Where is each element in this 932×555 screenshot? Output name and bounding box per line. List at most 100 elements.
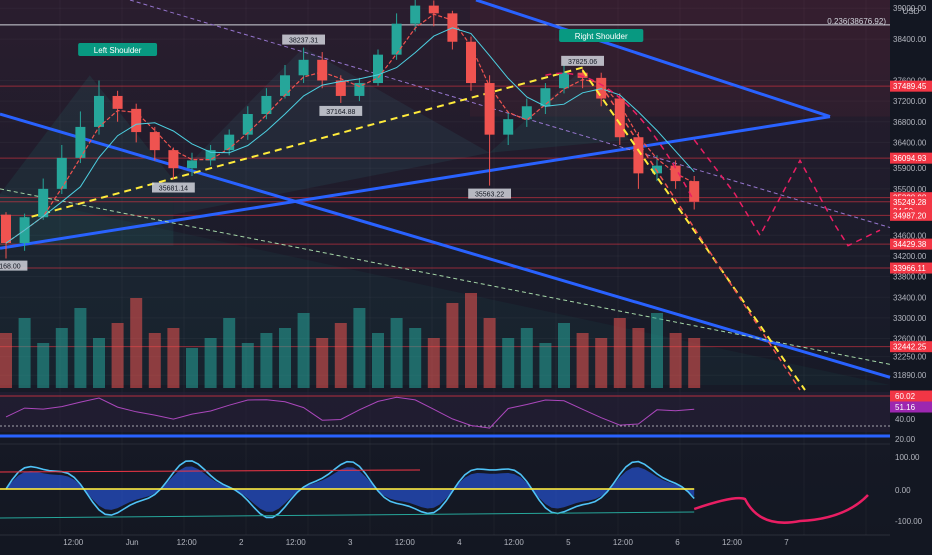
price-scale[interactable]: 39000.0038400.0037600.0037200.0036800.00… xyxy=(890,4,932,526)
yellow-projection-line xyxy=(581,69,806,391)
descending-support-line xyxy=(0,112,891,379)
candle-body xyxy=(280,75,290,96)
candle-body xyxy=(38,188,49,218)
volume-bar xyxy=(74,308,87,388)
candle-body xyxy=(317,59,328,81)
price-tick: 31890.00 xyxy=(893,371,927,380)
pink-top-projection xyxy=(545,72,695,203)
price-tag: 33966.11 xyxy=(893,264,926,273)
swing-label-box xyxy=(319,105,363,116)
time-tick: 12:00 xyxy=(504,538,525,547)
time-tick: 12:00 xyxy=(395,538,416,547)
price-tag-box xyxy=(890,80,932,92)
candle-body xyxy=(410,5,421,24)
price-tick: 36400.00 xyxy=(893,138,927,147)
volume-bar xyxy=(576,333,589,388)
left-shoulder-label: Left Shoulder xyxy=(94,46,142,55)
candle-body xyxy=(149,132,160,151)
volume-bar xyxy=(372,333,384,388)
rsi-tick: 40.00 xyxy=(895,415,916,424)
horizontal-levels xyxy=(0,24,890,348)
swing-label: 37164.88 xyxy=(326,109,355,116)
price-tag-box xyxy=(890,262,932,274)
oscillator-tick: 0.00 xyxy=(895,486,911,495)
oscillator-tick: -100.00 xyxy=(895,517,923,526)
time-tick: 12:00 xyxy=(722,538,743,547)
candle-body xyxy=(484,83,495,135)
volume-bar xyxy=(316,338,329,388)
candle-body xyxy=(224,134,235,151)
candle-body xyxy=(242,114,253,135)
rsi-tick: 60.02 xyxy=(895,392,916,401)
rsi-pane-background xyxy=(0,392,890,432)
chart-background xyxy=(0,0,890,550)
volume-bar xyxy=(427,338,440,388)
candle-body xyxy=(75,126,86,158)
price-tick: 32600.00 xyxy=(893,335,927,344)
price-tick: 34200.00 xyxy=(893,252,927,261)
price-tick: 33400.00 xyxy=(893,293,927,302)
volume-bar xyxy=(390,318,403,388)
candle-body xyxy=(56,157,67,189)
price-tag: 36094.93 xyxy=(893,154,927,163)
candle-body xyxy=(168,150,179,169)
osc-lower-divergence xyxy=(0,511,695,519)
wave-fill xyxy=(6,466,695,512)
volume-bar xyxy=(688,338,701,388)
price-tag-box xyxy=(890,152,932,164)
oscillator-projection xyxy=(693,494,869,524)
swing-label-box xyxy=(152,182,195,193)
currency-label: USD xyxy=(903,7,920,16)
volume-bar xyxy=(167,328,180,388)
time-tick: 12:00 xyxy=(63,538,84,547)
time-axis[interactable]: 12:00 Jun 12:00 2 12:00 3 12:00 4 12:00 5 12:00 6 12… xyxy=(0,534,890,547)
red-projection-line xyxy=(600,85,801,391)
volume-bars xyxy=(0,293,701,388)
volume-bar xyxy=(148,333,161,388)
price-scale-background[interactable] xyxy=(890,0,932,550)
volume-bar xyxy=(558,323,570,388)
volume-bar xyxy=(409,328,422,388)
candle-body xyxy=(428,5,439,14)
price-tag: 34987.20 xyxy=(893,211,927,220)
rsi-tick: 51.16 xyxy=(895,403,916,412)
fib-level-label: 0.236(38676.92) xyxy=(827,17,886,26)
right-shoulder-label-box xyxy=(559,29,644,42)
price-tick: 35900.00 xyxy=(893,164,927,173)
candle-body xyxy=(503,119,514,135)
price-tick: 32250.00 xyxy=(893,353,927,362)
time-tick: Jun xyxy=(126,538,139,547)
head-zone xyxy=(173,47,490,215)
price-tick: 39000.00 xyxy=(893,4,927,13)
swing-label-box xyxy=(561,55,604,66)
candle-body xyxy=(112,95,123,109)
time-tick: 4 xyxy=(457,538,462,547)
time-tick: 2 xyxy=(239,538,244,547)
candle-body xyxy=(540,88,551,107)
slow-ma-line xyxy=(5,27,695,244)
swing-label: 38237.31 xyxy=(289,38,318,45)
lower-wedge-zone xyxy=(0,194,890,385)
dashed-resistance-line xyxy=(129,0,891,229)
pattern-labels: Left Shoulder Right Shoulder 38237.31 37164… xyxy=(0,29,644,271)
price-tick: 36800.00 xyxy=(893,118,927,127)
price-tag-box xyxy=(890,196,932,208)
time-tick: 12:00 xyxy=(286,538,307,547)
candle-body xyxy=(614,98,625,138)
price-tag-box xyxy=(890,238,932,250)
candles xyxy=(1,0,700,259)
rsi-tag-box xyxy=(890,401,932,413)
time-tick: 6 xyxy=(675,538,680,547)
time-tick: 7 xyxy=(784,538,789,547)
price-tick: 34600.00 xyxy=(893,231,927,240)
pink-path-projection xyxy=(693,139,881,247)
candle-body xyxy=(131,108,142,133)
rsi-tag-box xyxy=(890,390,932,402)
wave-line xyxy=(5,460,695,519)
osc-upper-divergence xyxy=(0,469,421,473)
swing-label: 34168.00 xyxy=(0,264,21,271)
price-tag: 35249.28 xyxy=(893,198,927,207)
price-tag: 34429.38 xyxy=(893,240,927,249)
